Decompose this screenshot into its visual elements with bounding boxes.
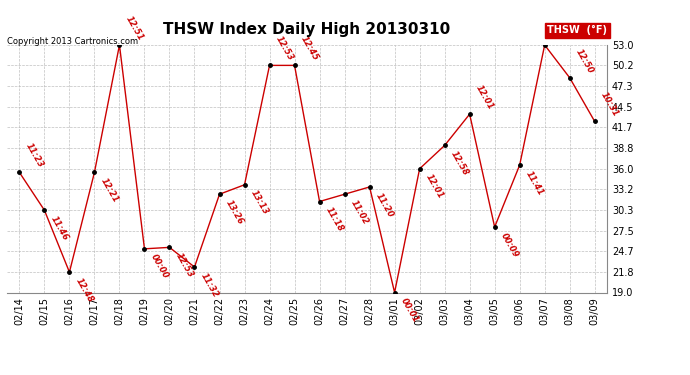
Text: 00:09: 00:09 bbox=[499, 231, 520, 259]
Text: Copyright 2013 Cartronics.com: Copyright 2013 Cartronics.com bbox=[7, 38, 138, 46]
Text: 13:13: 13:13 bbox=[248, 189, 270, 217]
Text: 11:41: 11:41 bbox=[524, 169, 545, 197]
Text: 12:01: 12:01 bbox=[474, 84, 495, 111]
Text: 13:26: 13:26 bbox=[224, 198, 245, 226]
Text: 12:45: 12:45 bbox=[299, 35, 320, 63]
Text: 12:58: 12:58 bbox=[448, 150, 470, 177]
Text: 00:01: 00:01 bbox=[399, 297, 420, 324]
Text: 12:51: 12:51 bbox=[124, 15, 145, 42]
Text: 12:21: 12:21 bbox=[99, 177, 120, 204]
Text: 11:18: 11:18 bbox=[324, 206, 345, 234]
Text: 11:32: 11:32 bbox=[199, 271, 220, 299]
Text: 11:02: 11:02 bbox=[348, 198, 370, 226]
Text: 12:01: 12:01 bbox=[424, 173, 445, 201]
Text: THSW  (°F): THSW (°F) bbox=[547, 25, 607, 35]
Text: 12:50: 12:50 bbox=[574, 47, 595, 75]
Text: 11:46: 11:46 bbox=[48, 214, 70, 242]
Text: 00:00: 00:00 bbox=[148, 253, 170, 281]
Text: 11:23: 11:23 bbox=[23, 142, 45, 170]
Text: 12:53: 12:53 bbox=[174, 252, 195, 279]
Text: 10:31: 10:31 bbox=[599, 91, 620, 118]
Text: 12:53: 12:53 bbox=[274, 35, 295, 63]
Text: 11:20: 11:20 bbox=[374, 191, 395, 219]
Title: THSW Index Daily High 20130310: THSW Index Daily High 20130310 bbox=[164, 22, 451, 38]
Text: 12:48: 12:48 bbox=[74, 276, 95, 304]
